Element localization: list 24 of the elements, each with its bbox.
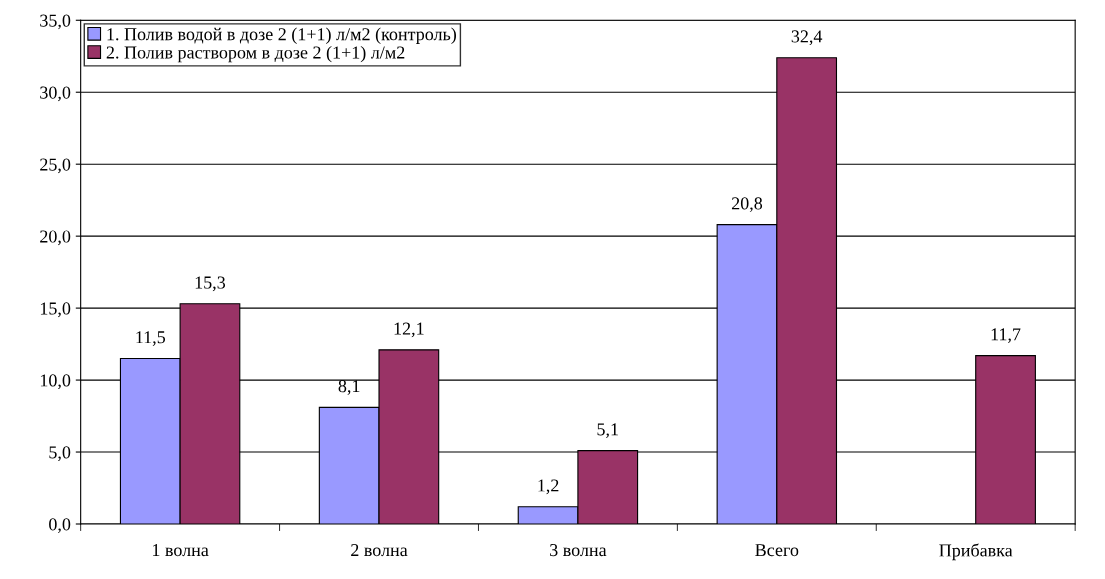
- x-tick-label: Всего: [755, 544, 799, 557]
- y-tick-label: 5,0: [49, 446, 71, 462]
- y-tick-label: 0,0: [49, 518, 71, 534]
- y-tick-label: 15,0: [40, 302, 71, 318]
- data-label: 11,5: [136, 331, 166, 346]
- x-tick-label: 1 волна: [152, 544, 209, 557]
- data-label: 12,1: [394, 322, 424, 338]
- y-tick-label: 10,0: [40, 374, 71, 390]
- x-tick-label: 3 волна: [550, 544, 607, 557]
- data-label: 32,4: [791, 30, 823, 46]
- x-tick-label: Прибавка: [939, 543, 1013, 561]
- x-tick-label: 2 волна: [351, 544, 408, 557]
- data-label: 20,8: [731, 197, 763, 213]
- legend-label: 1. Полив водой в дозе 2 (1+1) л/м2 (контроль): [107, 27, 456, 44]
- y-tick-label: 20,0: [40, 230, 71, 246]
- data-label: 5,1: [597, 423, 618, 439]
- y-tick-label: 35,0: [40, 14, 71, 30]
- y-tick-label: 25,0: [40, 158, 71, 174]
- data-label: 1,2: [538, 479, 559, 495]
- y-tick-label: 30,0: [40, 86, 71, 102]
- data-label: 15,3: [195, 276, 226, 292]
- data-label: 11,7: [991, 328, 1021, 344]
- data-label: 8,1: [338, 380, 360, 395]
- legend-label: 2. Полив раствором в дозе 2 (1+1) л/м2: [106, 45, 405, 63]
